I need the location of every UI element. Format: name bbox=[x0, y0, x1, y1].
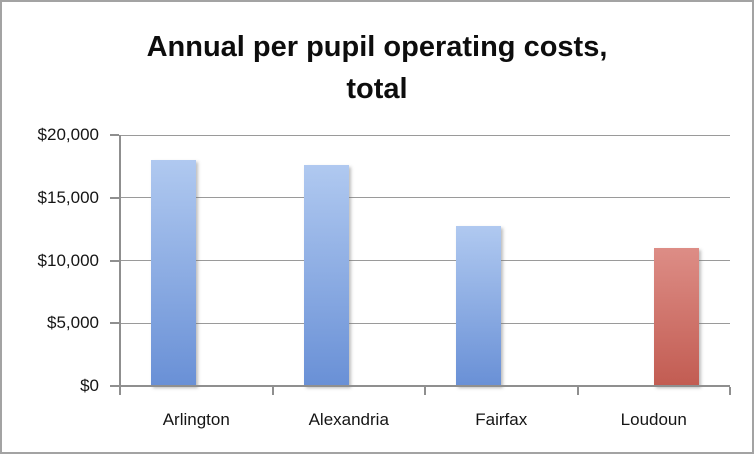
y-axis-label-0: $0 bbox=[80, 376, 99, 395]
gridline-5000 bbox=[120, 322, 730, 324]
gridline-10000 bbox=[120, 260, 730, 261]
bar-arlington bbox=[151, 160, 197, 386]
y-axis-label-10000: $10,000 bbox=[37, 250, 99, 270]
category-label-fairfax: Fairfax bbox=[475, 410, 528, 429]
y-axis-tick-5000 bbox=[110, 322, 119, 325]
chart-title-line-1: Annual per pupil operating costs, bbox=[146, 31, 608, 63]
y-axis-label-5000: $5,000 bbox=[47, 313, 99, 333]
gridline-15000 bbox=[120, 197, 730, 199]
y-axis-tick-20000 bbox=[110, 134, 119, 136]
y-axis bbox=[119, 135, 121, 388]
bar-alexandria bbox=[303, 165, 349, 386]
x-axis-tick-1 bbox=[271, 387, 274, 395]
category-label-alexandria: Alexandria bbox=[308, 410, 389, 429]
bar-loudoun bbox=[653, 247, 699, 386]
chart-title-line-2: total bbox=[346, 73, 408, 105]
x-axis-tick-2 bbox=[424, 387, 426, 395]
x-axis-tick-0 bbox=[119, 387, 121, 395]
x-axis-tick-3 bbox=[576, 387, 579, 395]
y-axis-label-20000: $20,000 bbox=[37, 125, 99, 144]
category-label-loudoun: Loudoun bbox=[620, 410, 687, 429]
chart-title: Annual per pupil operating costs, total bbox=[2, 26, 752, 110]
y-axis-tick-10000 bbox=[110, 259, 119, 262]
category-label-arlington: Arlington bbox=[162, 410, 230, 429]
gridline-20000 bbox=[120, 134, 730, 136]
x-axis-tick-4 bbox=[729, 387, 731, 395]
y-axis-tick-15000 bbox=[110, 196, 119, 199]
y-axis-label-15000: $15,000 bbox=[37, 187, 99, 207]
x-axis bbox=[110, 385, 730, 387]
bar-fairfax bbox=[456, 225, 502, 386]
